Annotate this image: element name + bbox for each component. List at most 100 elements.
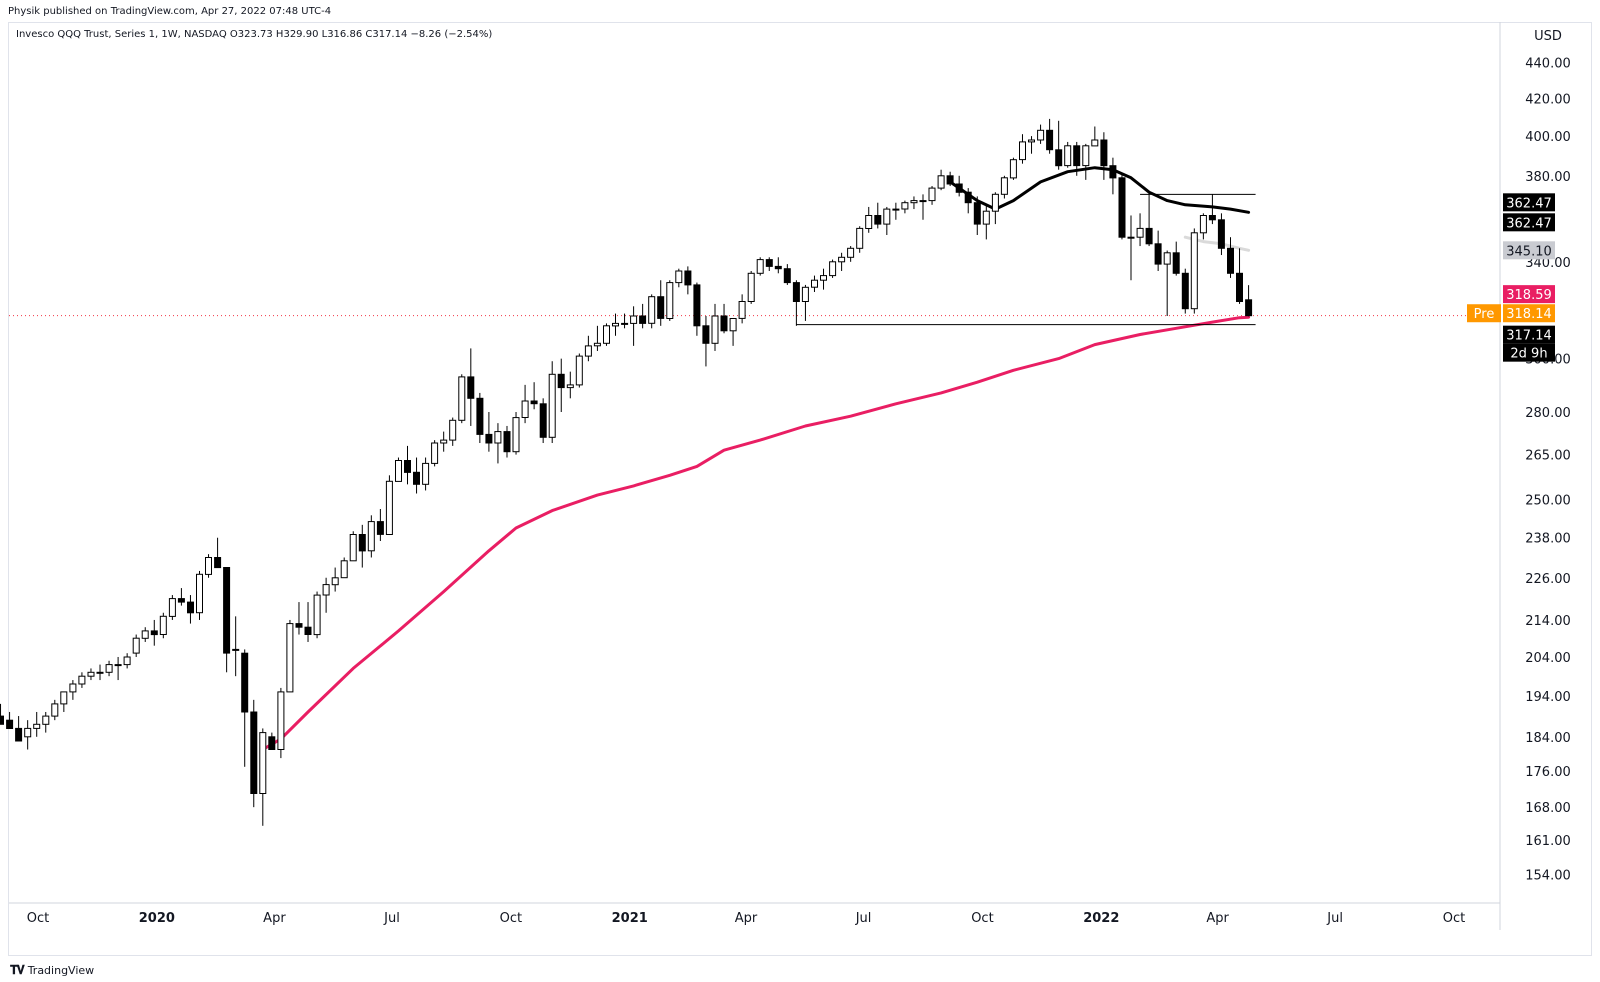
price-tag-label: 345.10 [1506,244,1552,259]
candle-body [964,191,972,204]
candle-body [1127,236,1135,239]
x-tick-label: Oct [1443,911,1465,926]
candle-body [1227,247,1234,274]
candle-body [277,691,285,751]
candle-body [431,442,439,464]
price-tag-countdown-label: 2d 9h [1510,347,1547,362]
candle-body [223,567,231,654]
price-tag-label: 362.47 [1506,216,1552,231]
candle-body [575,355,583,386]
candle-body [78,675,86,685]
y-tick-label: 400.00 [1525,130,1571,145]
candle-body [141,630,149,639]
candle-body [286,623,294,693]
price-tag [1503,213,1555,232]
candle-body [1109,165,1117,179]
x-tick-label: Oct [27,911,49,926]
tradingview-logo-icon: 𝐓𝐕 [10,963,25,977]
candle-body [385,480,393,535]
candle-body [774,265,782,270]
tradingview-logo-text: TradingView [27,964,95,977]
price-axis: USD440.00420.00400.00380.00340.00300.002… [1499,22,1571,930]
candle-body [621,322,629,325]
candle-body [331,577,339,586]
candle-body [666,282,674,320]
y-tick-label: 340.00 [1525,256,1571,271]
support-resistance-lines [796,193,1256,326]
publisher-line: Physik published on TradingView.com, Apr… [8,6,332,17]
candle-body [1172,252,1180,274]
candle-body [1163,252,1171,265]
candle-body [1199,215,1207,234]
candle-body [1236,272,1243,302]
y-tick-label: 226.00 [1525,572,1571,587]
x-tick-label: Oct [971,911,993,926]
candle-body [729,318,737,332]
candle-body [132,637,140,654]
candle-body [603,325,610,344]
tradingview-logo[interactable]: 𝐓𝐕 TradingView [10,963,94,978]
currency-label: USD [1534,29,1562,44]
price-tag-prefix-label: Pre [1474,307,1495,322]
y-tick-label: 176.00 [1525,765,1571,780]
y-tick-label: 204.00 [1525,651,1571,666]
candle-body [33,723,41,729]
chart-frame [8,22,1592,956]
candle-body [1046,129,1054,151]
y-tick-label: 238.00 [1525,532,1571,547]
x-tick-label: Apr [735,911,758,926]
candle-body [376,521,384,535]
x-tick-label: Apr [1206,911,1229,926]
candle-body [485,433,493,444]
candle-body [1037,129,1045,141]
price-tag-label: 318.14 [1506,307,1552,322]
candle-body [42,715,50,725]
candle-body [422,462,430,485]
price-tag [1503,285,1555,304]
candle-body [467,376,475,399]
x-tick-label: Apr [263,911,286,926]
candle-body [955,183,963,193]
y-tick-label: 420.00 [1525,92,1571,107]
candle-body [693,284,701,327]
candle-body [358,534,366,552]
candle-body [205,557,212,575]
candle-body [738,301,746,319]
candle-body [874,215,882,225]
candle-body [756,259,764,274]
candle-body [349,534,357,562]
symbol-legend: Invesco QQQ Trust, Series 1, 1W, NASDAQ … [16,29,493,40]
y-tick-label: 194.00 [1525,690,1571,705]
candle-body [883,208,891,225]
candle-body [856,227,864,249]
candle-body [991,193,999,212]
candle-body [159,615,167,635]
candle-body [295,623,303,628]
candle-body [51,703,59,717]
candle-body [340,560,348,579]
candle-body [60,691,68,705]
candle-body [313,594,321,636]
candle-body [105,664,113,673]
candle-body [367,521,375,552]
x-tick-label: Oct [500,911,522,926]
candle-body [801,286,809,302]
candle-body [557,373,565,389]
candle-body [838,256,846,263]
x-tick-label: 2020 [139,911,175,926]
candle-body [1064,145,1072,167]
candle-body [1245,299,1253,317]
candle-body [593,342,601,347]
price-tag-label: 362.47 [1506,196,1552,211]
candle-body [214,557,222,569]
candle-body [765,259,773,267]
candle-body [530,400,538,405]
candle-body [946,175,954,185]
candle-body [187,601,194,614]
candle-body [720,315,728,332]
y-tick-label: 265.00 [1525,449,1571,464]
candle-body [494,431,502,444]
candle-body [123,656,131,666]
candle-body [503,431,511,453]
